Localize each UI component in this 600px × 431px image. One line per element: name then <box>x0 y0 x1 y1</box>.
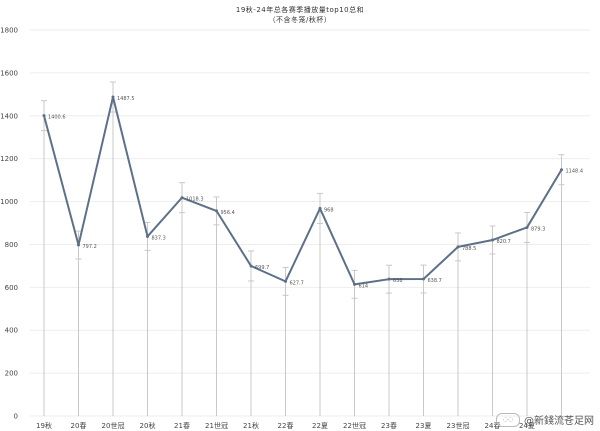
x-tick-label: 24春 <box>485 421 501 430</box>
data-point <box>525 225 529 229</box>
data-point <box>491 238 494 242</box>
data-label: 1148.4 <box>566 169 584 175</box>
data-point <box>387 277 391 281</box>
x-tick-label: 23夏 <box>416 422 432 430</box>
watermark: ◌◌ @新錢流苍足网 <box>496 412 594 427</box>
data-point <box>284 279 287 283</box>
data-label: 614 <box>359 283 369 289</box>
x-tick-label: 22夏 <box>312 422 328 430</box>
x-tick-label: 20世冠 <box>102 421 125 430</box>
data-point <box>77 243 80 247</box>
data-label: 638.7 <box>428 278 442 284</box>
data-point <box>318 206 322 210</box>
data-point <box>249 264 253 268</box>
data-label: 968 <box>324 207 334 213</box>
data-label: 797.2 <box>83 244 97 250</box>
x-tick-label: 20春 <box>71 421 87 430</box>
data-point <box>560 168 563 172</box>
y-tick-label: 0 <box>14 413 18 421</box>
y-tick-label: 1800 <box>0 27 18 35</box>
data-label: 1400.6 <box>48 115 66 121</box>
data-label: 820.7 <box>497 239 511 245</box>
data-point <box>146 234 149 238</box>
data-point <box>422 277 425 281</box>
data-label: 1487.5 <box>117 96 135 102</box>
data-label: 627.7 <box>290 280 304 286</box>
y-tick-label: 1400 <box>0 112 18 120</box>
x-tick-label: 22春 <box>278 421 294 430</box>
data-label: 879.3 <box>531 226 545 232</box>
data-label: 788.5 <box>462 246 476 252</box>
data-point <box>353 282 356 286</box>
data-point <box>180 196 184 200</box>
data-label: 638 <box>393 278 403 284</box>
data-label: 956.4 <box>221 210 235 216</box>
y-tick-label: 200 <box>5 370 18 378</box>
watermark-text: @新錢流苍足网 <box>524 416 594 427</box>
x-tick-label: 21秋 <box>243 421 259 430</box>
y-tick-label: 1600 <box>0 69 18 77</box>
series-line <box>43 96 563 286</box>
data-label: 1018.3 <box>186 197 204 203</box>
chart-subtitle: （不含冬笼/秋杯） <box>268 16 332 24</box>
data-label: 837.3 <box>152 235 166 241</box>
data-point <box>456 245 460 249</box>
data-point <box>111 95 115 99</box>
chart-title: 19秋-24年总各赛季播放量top10总和 <box>235 6 365 14</box>
data-point <box>215 209 218 213</box>
x-tick-label: 22世冠 <box>343 421 366 430</box>
x-tick-label: 23世冠 <box>447 421 470 430</box>
data-label: 699.7 <box>255 265 269 271</box>
y-tick-label: 800 <box>5 241 18 249</box>
x-tick-label: 21春 <box>174 421 190 430</box>
x-tick-label: 20秋 <box>140 421 156 430</box>
x-tick-label: 21世冠 <box>205 421 228 430</box>
x-tick-label: 23春 <box>381 421 397 430</box>
watermark-logo-icon: ◌◌ <box>496 412 520 427</box>
x-tick-label: 24夏 <box>519 422 535 430</box>
y-tick-label: 600 <box>5 284 18 292</box>
y-tick-label: 400 <box>5 327 18 335</box>
y-tick-label: 1000 <box>0 198 18 206</box>
y-tick-label: 1200 <box>0 155 18 163</box>
x-tick-label: 19秋 <box>36 421 52 430</box>
data-point <box>42 114 46 118</box>
